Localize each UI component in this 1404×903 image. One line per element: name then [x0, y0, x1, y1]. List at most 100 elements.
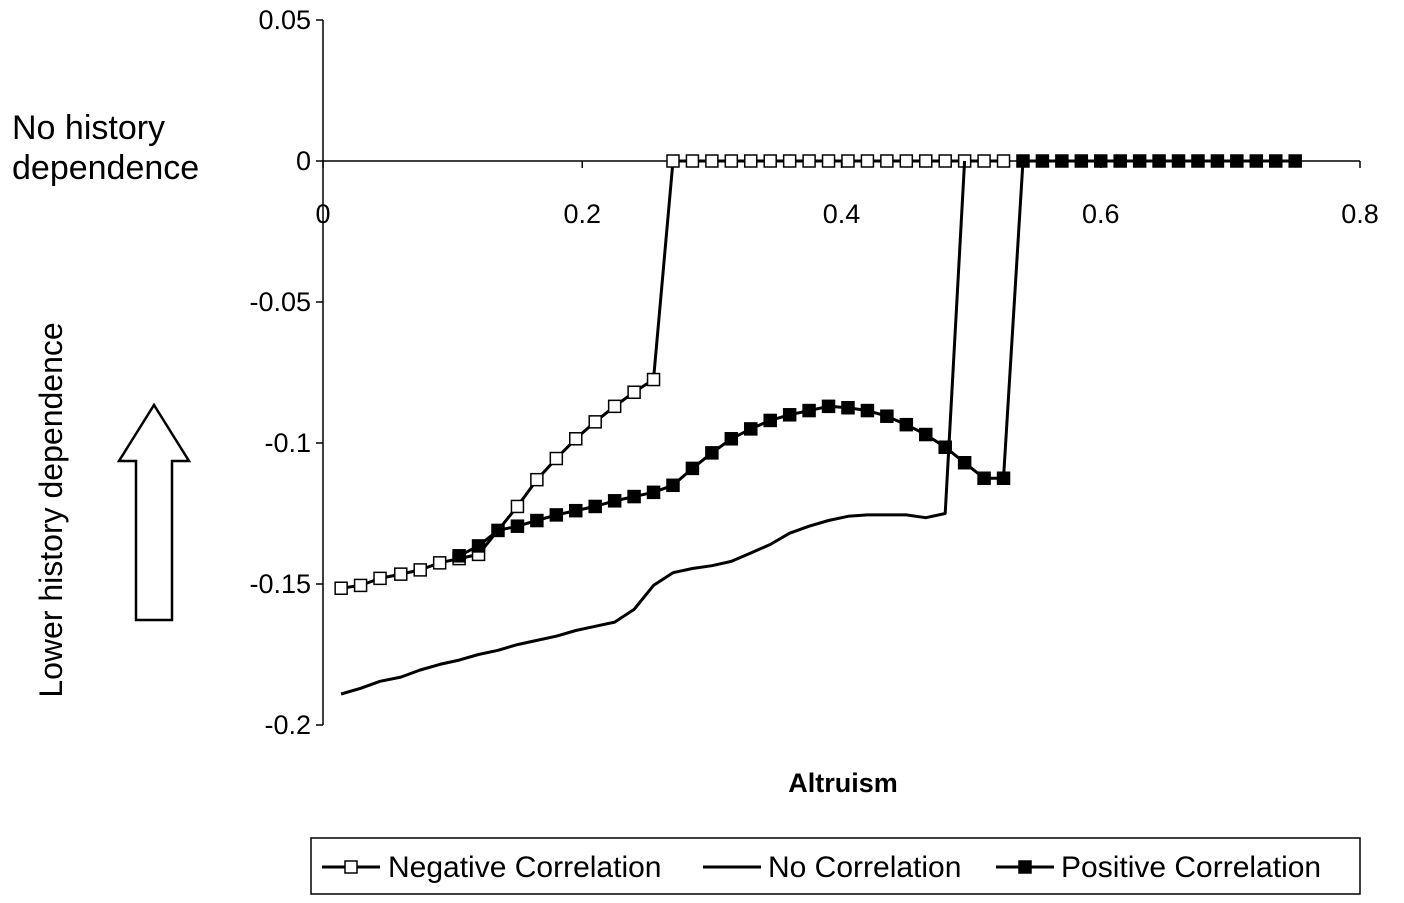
data-point — [569, 432, 583, 446]
data-point — [510, 519, 525, 533]
y-tick-label: -0.1 — [264, 428, 311, 458]
data-point — [899, 154, 914, 168]
up-arrow-icon — [116, 402, 192, 622]
data-point — [763, 154, 777, 168]
data-point — [821, 399, 836, 414]
no-history-label-line-2: dependence — [12, 149, 199, 187]
data-point — [432, 556, 447, 570]
legend-marker-negative — [344, 860, 358, 874]
data-point — [646, 485, 661, 500]
series-negative-correlation — [334, 154, 1011, 595]
data-point — [744, 154, 758, 168]
data-point — [860, 154, 875, 168]
data-point — [782, 154, 797, 168]
data-point — [588, 415, 602, 429]
data-point — [452, 549, 466, 563]
data-point — [1074, 154, 1089, 168]
data-point — [996, 471, 1011, 485]
data-point — [1230, 154, 1244, 168]
data-point — [334, 581, 348, 595]
y-tick-label: -0.05 — [249, 287, 311, 317]
legend-item-negative: Negative Correlation — [322, 851, 661, 884]
data-point — [763, 413, 777, 428]
data-point — [569, 503, 583, 518]
data-point — [880, 409, 894, 423]
data-point — [957, 455, 972, 470]
data-point — [782, 408, 797, 422]
data-point — [607, 494, 622, 508]
data-point — [860, 403, 875, 418]
series-layer — [334, 154, 1302, 696]
data-point — [1094, 154, 1108, 168]
data-point — [530, 513, 544, 528]
data-point — [1152, 154, 1166, 168]
y-tick-label: -0.2 — [264, 710, 311, 740]
y-tick-label: 0.05 — [258, 5, 311, 35]
no-history-label-line-1: No history — [12, 109, 165, 147]
data-point — [1288, 154, 1302, 168]
legend-label-none: No Correlation — [768, 851, 961, 884]
series-positive-correlation — [452, 154, 1302, 563]
data-point — [919, 427, 933, 442]
data-point — [646, 372, 661, 387]
x-tick-label: 0.6 — [1082, 199, 1120, 229]
data-point — [841, 154, 855, 168]
data-point — [353, 578, 368, 593]
y-tick-label: -0.15 — [249, 569, 311, 599]
x-tick-label: 0.8 — [1341, 199, 1379, 229]
data-point — [938, 440, 952, 454]
data-point — [666, 478, 680, 493]
x-tick-label: 0 — [315, 199, 330, 229]
series-line-negative-correlation — [340, 159, 1004, 590]
data-point — [1132, 154, 1147, 168]
data-point — [705, 446, 719, 460]
x-tick-label: 0.2 — [563, 199, 601, 229]
data-point — [1016, 154, 1030, 168]
data-point — [1210, 154, 1225, 168]
data-point — [977, 471, 991, 485]
data-point — [1035, 154, 1050, 168]
data-point — [880, 154, 894, 168]
data-point — [724, 154, 739, 168]
series-line-no-correlation — [340, 160, 967, 696]
data-point — [938, 154, 952, 168]
data-point — [724, 432, 739, 446]
data-point — [627, 385, 641, 399]
data-point — [802, 403, 816, 418]
data-point — [510, 499, 525, 514]
data-point — [627, 489, 641, 504]
data-point — [802, 154, 816, 168]
data-point — [666, 154, 680, 168]
legend: Negative Correlation No Correlation Posi… — [310, 837, 1361, 895]
data-point — [1113, 154, 1127, 168]
data-point — [705, 154, 719, 168]
data-point — [1171, 154, 1186, 168]
data-point — [549, 451, 564, 466]
data-point — [685, 154, 700, 168]
y-tick-label: 0 — [296, 146, 311, 176]
legend-box — [310, 837, 1361, 895]
axes: 0.05 0 -0.05 -0.1 -0.15 -0.2 0 0.2 0.4 0.6 0.8 — [249, 5, 1378, 740]
y-axis-label: Lower history dependence — [33, 322, 69, 697]
data-point — [996, 154, 1011, 168]
data-point — [394, 567, 408, 581]
data-point — [744, 422, 758, 436]
data-point — [1249, 154, 1264, 168]
data-point — [685, 461, 700, 476]
legend-item-none: No Correlation — [703, 851, 961, 884]
data-point — [413, 563, 427, 577]
legend-item-positive: Positive Correlation — [996, 851, 1321, 884]
data-point — [373, 571, 387, 586]
data-point — [1191, 154, 1205, 168]
y-ticks: 0.05 0 -0.05 -0.1 -0.15 -0.2 — [249, 5, 323, 740]
data-point — [1268, 154, 1283, 168]
legend-marker-positive — [1018, 860, 1032, 874]
x-ticks: 0 0.2 0.4 0.6 0.8 — [315, 161, 1379, 229]
data-point — [899, 417, 914, 432]
data-point — [607, 399, 622, 414]
series-no-correlation — [340, 160, 967, 696]
data-point — [1055, 154, 1069, 168]
x-tick-label: 0.4 — [823, 199, 861, 229]
